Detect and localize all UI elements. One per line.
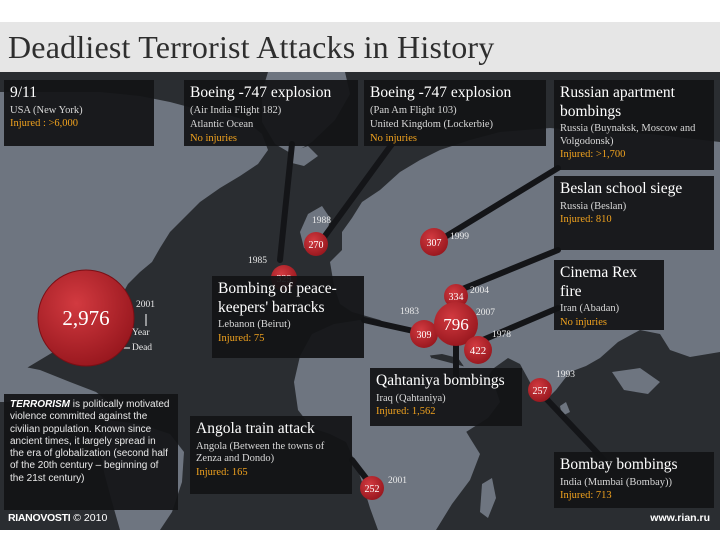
year-label-beslan: 2004 bbox=[470, 286, 489, 296]
year-label-air-india: 1985 bbox=[248, 256, 267, 266]
injuries-qahtaniya: Injured: 1,562 bbox=[376, 406, 436, 418]
info-box-russian-apartments: Russian apartment bombings Russia (Buyna… bbox=[554, 80, 714, 170]
marker-qahtaniya bbox=[434, 302, 478, 346]
terrorism-term: TERRORISM bbox=[10, 399, 70, 410]
location-qahtaniya: Iraq (Qahtaniya) bbox=[376, 392, 446, 404]
year-label-cinema-rex: 1978 bbox=[492, 330, 511, 340]
marker-beirut bbox=[410, 320, 438, 348]
marker-cinema-rex bbox=[464, 336, 492, 364]
heading-sep11: 9/11 bbox=[10, 84, 37, 101]
info-box-cinema-rex: Cinema Rex fire Iran (Abadan) No injurie… bbox=[554, 260, 664, 330]
injuries-beslan: Injured: 810 bbox=[560, 214, 612, 226]
info-box-pan-am: Boeing -747 explosion (Pan Am Flight 103… bbox=[364, 80, 546, 146]
pointer-line-air-india bbox=[277, 141, 295, 263]
heading-angola: Angola train attack bbox=[196, 420, 315, 437]
location-russian-apartments: Russia (Buynaksk, Moscow and Volgodonsk) bbox=[560, 123, 696, 147]
injuries-pan-am: No injuries bbox=[370, 132, 417, 144]
year-label-angola: 2001 bbox=[388, 476, 407, 486]
madagascar-landmass bbox=[480, 478, 496, 518]
year-label-russian-apartments: 1999 bbox=[450, 232, 469, 242]
footer-brand: RIANOVOSTI bbox=[8, 512, 71, 524]
marker-label-cinema-rex: 422 bbox=[470, 345, 487, 357]
heading-beirut: Bombing of peace-keepers' barracks bbox=[218, 280, 337, 316]
heading-air-india: Boeing -747 explosion bbox=[190, 84, 332, 101]
marker-label-angola: 252 bbox=[365, 484, 380, 495]
location-beirut: Lebanon (Beirut) bbox=[218, 319, 291, 331]
marker-label-qahtaniya: 796 bbox=[443, 315, 469, 334]
location-air-india: Atlantic Ocean bbox=[190, 119, 254, 131]
injuries-angola: Injured: 165 bbox=[196, 466, 248, 478]
terrorism-definition-text: is politically motivated violence commit… bbox=[10, 399, 170, 484]
info-box-air-india: Boeing -747 explosion (Air India Flight … bbox=[184, 80, 358, 146]
pointer-line-bombay bbox=[535, 387, 607, 463]
heading-cinema-rex: Cinema Rex fire bbox=[560, 264, 638, 300]
marker-label-beirut: 309 bbox=[417, 330, 432, 341]
marker-label-pan-am: 270 bbox=[309, 240, 324, 251]
marker-label-sep11: 2,976 bbox=[62, 306, 109, 330]
injuries-russian-apartments: Injured: >1,700 bbox=[560, 149, 626, 161]
injuries-bombay: Injured: 713 bbox=[560, 490, 612, 502]
heading-qahtaniya: Qahtaniya bombings bbox=[376, 372, 505, 389]
page-title: Deadliest Terrorist Attacks in History bbox=[8, 29, 495, 65]
iceland-landmass bbox=[288, 146, 318, 166]
location-cinema-rex: Iran (Abadan) bbox=[560, 303, 620, 315]
title-bar: Deadliest Terrorist Attacks in History bbox=[0, 22, 720, 72]
marker-label-beslan: 334 bbox=[449, 292, 464, 303]
heading2-air-india: (Air India Flight 182) bbox=[190, 104, 282, 116]
location-pan-am: United Kingdom (Lockerbie) bbox=[370, 119, 494, 131]
footer-credit: RIANOVOSTI © 2010 bbox=[8, 512, 107, 524]
marker-russian-apartments bbox=[420, 228, 448, 256]
pointer-line-cinema-rex bbox=[475, 305, 561, 345]
marker-angola bbox=[360, 476, 384, 500]
location-bombay: India (Mumbai (Bombay)) bbox=[560, 476, 672, 488]
location-angola: Angola (Between the towns of Zenza and D… bbox=[196, 440, 325, 465]
marker-beslan bbox=[444, 284, 468, 308]
year-label-bombay: 1993 bbox=[556, 370, 575, 380]
location-beslan: Russia (Beslan) bbox=[560, 200, 627, 212]
world-map: 2,976 329 270 307 334 309 796 422 252 25… bbox=[0, 72, 720, 530]
pointer-line-beirut bbox=[361, 317, 421, 335]
year-label-pan-am: 1988 bbox=[312, 216, 331, 226]
pointer-line-pan-am bbox=[319, 141, 395, 243]
terrorism-definition-note: TERRORISM is politically motivated viole… bbox=[4, 394, 178, 510]
year-label-beirut: 1983 bbox=[400, 307, 419, 317]
marker-bombay bbox=[528, 378, 552, 402]
marker-label-bombay: 257 bbox=[533, 386, 548, 397]
pointer-line-beslan bbox=[457, 247, 561, 293]
marker-label-russian-apartments: 307 bbox=[427, 238, 442, 249]
infographic-poster: Deadliest Terrorist Attacks in History bbox=[0, 22, 720, 530]
year-label-sep11: 2001 bbox=[136, 300, 155, 310]
markers bbox=[37, 228, 552, 500]
marker-sep11 bbox=[37, 269, 135, 367]
injuries-cinema-rex: No injuries bbox=[560, 316, 607, 328]
heading-pan-am: Boeing -747 explosion bbox=[370, 84, 512, 101]
injuries-sep11: Injured : >6,000 bbox=[10, 118, 79, 130]
marker-pan-am bbox=[304, 232, 328, 256]
info-box-sep11: 9/11 USA (New York) Injured : >6,000 bbox=[4, 80, 154, 146]
footer-year: © 2010 bbox=[73, 512, 108, 524]
heading-beslan: Beslan school siege bbox=[560, 180, 683, 197]
legend-year: Year bbox=[132, 328, 150, 338]
heading2-pan-am: (Pan Am Flight 103) bbox=[370, 104, 457, 116]
info-box-qahtaniya: Qahtaniya bombings Iraq (Qahtaniya) Inju… bbox=[370, 368, 522, 426]
heading-russian-apartments: Russian apartment bombings bbox=[560, 84, 675, 120]
info-box-beslan: Beslan school siege Russia (Beslan) Inju… bbox=[554, 176, 714, 250]
info-box-beirut: Bombing of peace-keepers' barracks Leban… bbox=[212, 276, 364, 358]
pointer-line-russian-apartments bbox=[437, 165, 561, 243]
location-sep11: USA (New York) bbox=[10, 104, 83, 116]
injuries-air-india: No injuries bbox=[190, 132, 237, 144]
year-label-qahtaniya: 2007 bbox=[476, 308, 495, 318]
info-box-angola: Angola train attack Angola (Between the … bbox=[190, 416, 352, 494]
footer-site: www.rian.ru bbox=[650, 512, 710, 524]
pointer-lines bbox=[277, 141, 607, 489]
heading-bombay: Bombay bombings bbox=[560, 456, 678, 473]
info-box-bombay: Bombay bombings India (Mumbai (Bombay)) … bbox=[554, 452, 714, 508]
southeast-asia-landmass bbox=[612, 368, 660, 394]
legend-dead: Dead bbox=[132, 343, 153, 353]
injuries-beirut: Injured: 75 bbox=[218, 332, 265, 344]
